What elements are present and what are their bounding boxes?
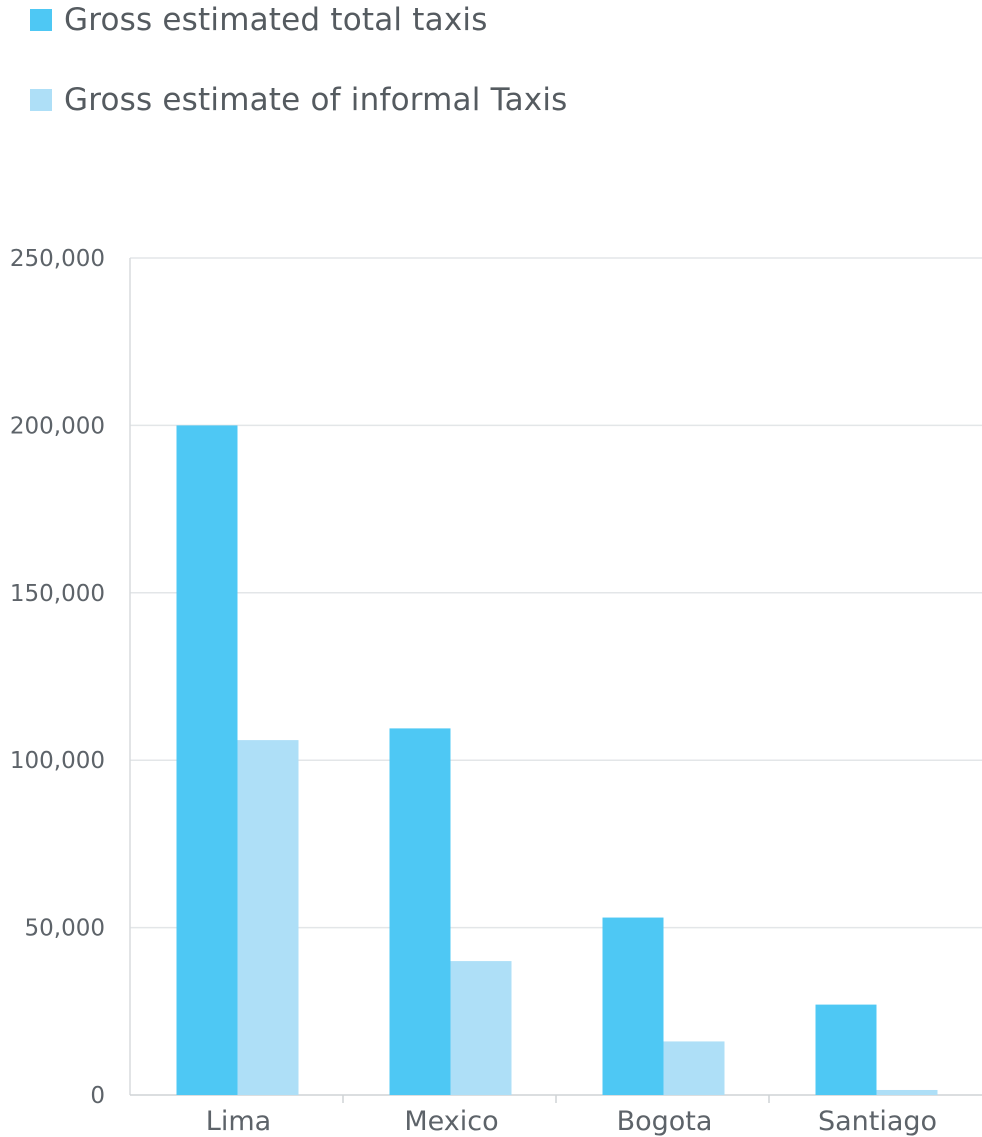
- y-tick-label: 50,000: [25, 916, 105, 942]
- bar-bogota-series-1: [663, 1041, 725, 1095]
- bar-mexico-series-1: [450, 961, 512, 1095]
- legend-swatch-informal-taxis: [30, 89, 52, 111]
- bar-bogota-series-0: [602, 917, 664, 1095]
- y-tick-label: 200,000: [10, 413, 105, 439]
- x-category-label: Lima: [206, 1106, 271, 1137]
- y-tick-label: 250,000: [10, 246, 105, 272]
- bars: [176, 425, 938, 1095]
- legend-item-informal-taxis: Gross estimate of informal Taxis: [30, 82, 568, 118]
- bar-mexico-series-0: [389, 728, 451, 1095]
- x-category-label: Mexico: [404, 1106, 498, 1137]
- legend-label-total-taxis: Gross estimated total taxis: [64, 2, 488, 38]
- legend-item-total-taxis: Gross estimated total taxis: [30, 2, 488, 38]
- y-tick-label: 0: [90, 1083, 105, 1109]
- bar-santiago-series-1: [876, 1089, 938, 1095]
- y-tick-label: 100,000: [10, 748, 105, 774]
- legend-label-informal-taxis: Gross estimate of informal Taxis: [64, 82, 568, 118]
- bar-lima-series-0: [176, 425, 238, 1095]
- bar-santiago-series-0: [815, 1004, 877, 1095]
- x-category-label: Santiago: [818, 1106, 937, 1137]
- axis-labels: 0 50,000 100,000 150,000 200,000 250,000 Lima M…: [10, 246, 937, 1137]
- gridlines: [130, 257, 982, 929]
- y-tick-label: 150,000: [10, 581, 105, 607]
- bar-lima-series-1: [237, 740, 299, 1095]
- x-category-label: Bogota: [617, 1106, 713, 1137]
- legend-swatch-total-taxis: [30, 9, 52, 31]
